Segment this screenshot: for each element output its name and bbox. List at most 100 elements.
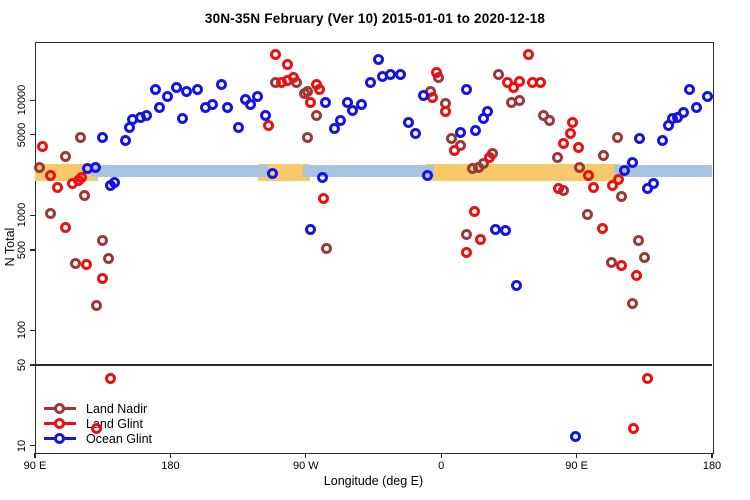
data-point-ocean-glint — [384, 69, 396, 81]
data-point-ocean-glint — [422, 170, 434, 182]
y-tick — [30, 364, 35, 366]
data-point-land-glint — [270, 49, 282, 61]
data-point-land-glint — [440, 106, 452, 118]
data-point-land-nadir — [544, 114, 556, 126]
y-tick-label: 10 — [16, 439, 28, 452]
data-point-ocean-glint — [259, 109, 271, 121]
x-tick-label: 90 E — [565, 460, 588, 472]
legend-item: Ocean Glint — [44, 431, 152, 446]
data-point-land-glint — [628, 423, 640, 435]
data-point-land-glint — [313, 83, 325, 95]
x-tick-label: 90 E — [23, 460, 47, 472]
data-point-ocean-glint — [149, 84, 161, 96]
data-point-land-glint — [104, 373, 116, 385]
data-point-land-nadir — [477, 157, 489, 169]
data-point-land-glint — [80, 258, 92, 270]
data-point-land-nadir — [59, 151, 71, 163]
legend-circle-marker-icon — [54, 403, 65, 414]
data-point-land-glint — [318, 192, 330, 204]
data-point-land-glint — [565, 127, 577, 139]
data-point-land-glint — [607, 180, 619, 192]
data-point-ocean-glint — [267, 168, 279, 180]
data-point-land-nadir — [581, 209, 593, 221]
data-point-land-nadir — [44, 208, 56, 220]
data-point-land-glint — [44, 170, 56, 182]
data-point-land-nadir — [301, 131, 313, 143]
legend-circle-marker-icon — [54, 418, 65, 429]
x-tick — [305, 453, 307, 459]
data-point-ocean-glint — [455, 126, 467, 138]
data-point-ocean-glint — [191, 83, 203, 95]
data-point-ocean-glint — [328, 122, 340, 134]
data-point-land-nadir — [574, 162, 586, 174]
legend-label: Ocean Glint — [86, 431, 153, 446]
data-point-land-glint — [76, 171, 88, 183]
y-tick — [30, 444, 35, 447]
data-point-land-glint — [572, 141, 584, 153]
data-point-land-glint — [587, 182, 599, 194]
data-point-land-glint — [288, 72, 300, 84]
data-point-land-glint — [468, 205, 480, 217]
y-tick-label: 1000 — [16, 203, 28, 228]
data-point-land-nadir — [467, 162, 479, 174]
data-point-land-glint — [449, 144, 461, 156]
data-point-land-nadir — [91, 300, 103, 312]
legend-line-marker-icon — [44, 433, 76, 444]
y-tick-label: 10000 — [16, 84, 28, 116]
legend: Land Nadir Land Glint Ocean Glint — [44, 401, 152, 446]
data-point-ocean-glint — [683, 84, 695, 96]
data-point-land-glint — [507, 82, 519, 94]
data-point-ocean-glint — [334, 114, 346, 126]
plot-area — [35, 42, 714, 454]
data-point-land-nadir — [492, 69, 504, 81]
data-point-ocean-glint — [634, 132, 646, 144]
data-point-land-glint — [583, 170, 595, 182]
x-tick — [711, 453, 713, 459]
y-tick — [30, 329, 35, 332]
data-point-ocean-glint — [181, 86, 193, 98]
data-point-land-glint — [553, 182, 565, 194]
data-point-ocean-glint — [252, 91, 264, 103]
data-point-ocean-glint — [97, 131, 109, 143]
x-tick-label: 90 W — [292, 460, 319, 472]
legend-label: Land Nadir — [86, 401, 148, 416]
data-point-land-nadir — [70, 257, 82, 269]
data-point-land-glint — [557, 137, 569, 149]
data-point-land-glint — [596, 223, 608, 235]
data-point-land-glint — [522, 49, 534, 61]
data-point-land-nadir — [310, 109, 322, 121]
band-segment-expected-range-blue — [90, 164, 269, 178]
x-tick-label: 180 — [161, 460, 180, 472]
band-segment-expected-range-blue — [614, 164, 712, 178]
data-point-ocean-glint — [701, 91, 713, 103]
data-point-land-nadir — [446, 132, 458, 144]
x-tick — [169, 453, 172, 459]
data-point-land-nadir — [461, 229, 473, 241]
data-point-land-nadir — [79, 190, 91, 202]
y-tick-label: 5000 — [16, 122, 28, 148]
data-point-ocean-glint — [304, 223, 316, 235]
data-point-ocean-glint — [677, 107, 689, 119]
x-axis-title: Longitude (deg E) — [323, 474, 424, 488]
data-point-ocean-glint — [140, 109, 152, 121]
data-point-ocean-glint — [109, 177, 121, 189]
data-point-land-nadir — [632, 235, 644, 247]
data-point-land-glint — [97, 272, 109, 284]
data-point-land-glint — [461, 246, 473, 258]
data-point-ocean-glint — [489, 223, 501, 235]
y-tick — [30, 134, 35, 136]
data-point-land-glint — [641, 373, 653, 385]
data-point-land-glint — [613, 174, 625, 186]
data-point-ocean-glint — [319, 97, 331, 109]
data-point-land-nadir — [638, 251, 650, 263]
data-point-ocean-glint — [161, 91, 173, 103]
data-point-land-nadir — [611, 131, 623, 143]
x-tick-label: 180 — [702, 460, 722, 472]
data-point-ocean-glint — [500, 224, 512, 236]
y-tick-label: 100 — [16, 321, 28, 340]
y-tick — [30, 214, 35, 216]
data-point-land-glint — [37, 140, 49, 152]
data-point-land-glint — [262, 119, 274, 131]
x-tick — [34, 453, 36, 459]
